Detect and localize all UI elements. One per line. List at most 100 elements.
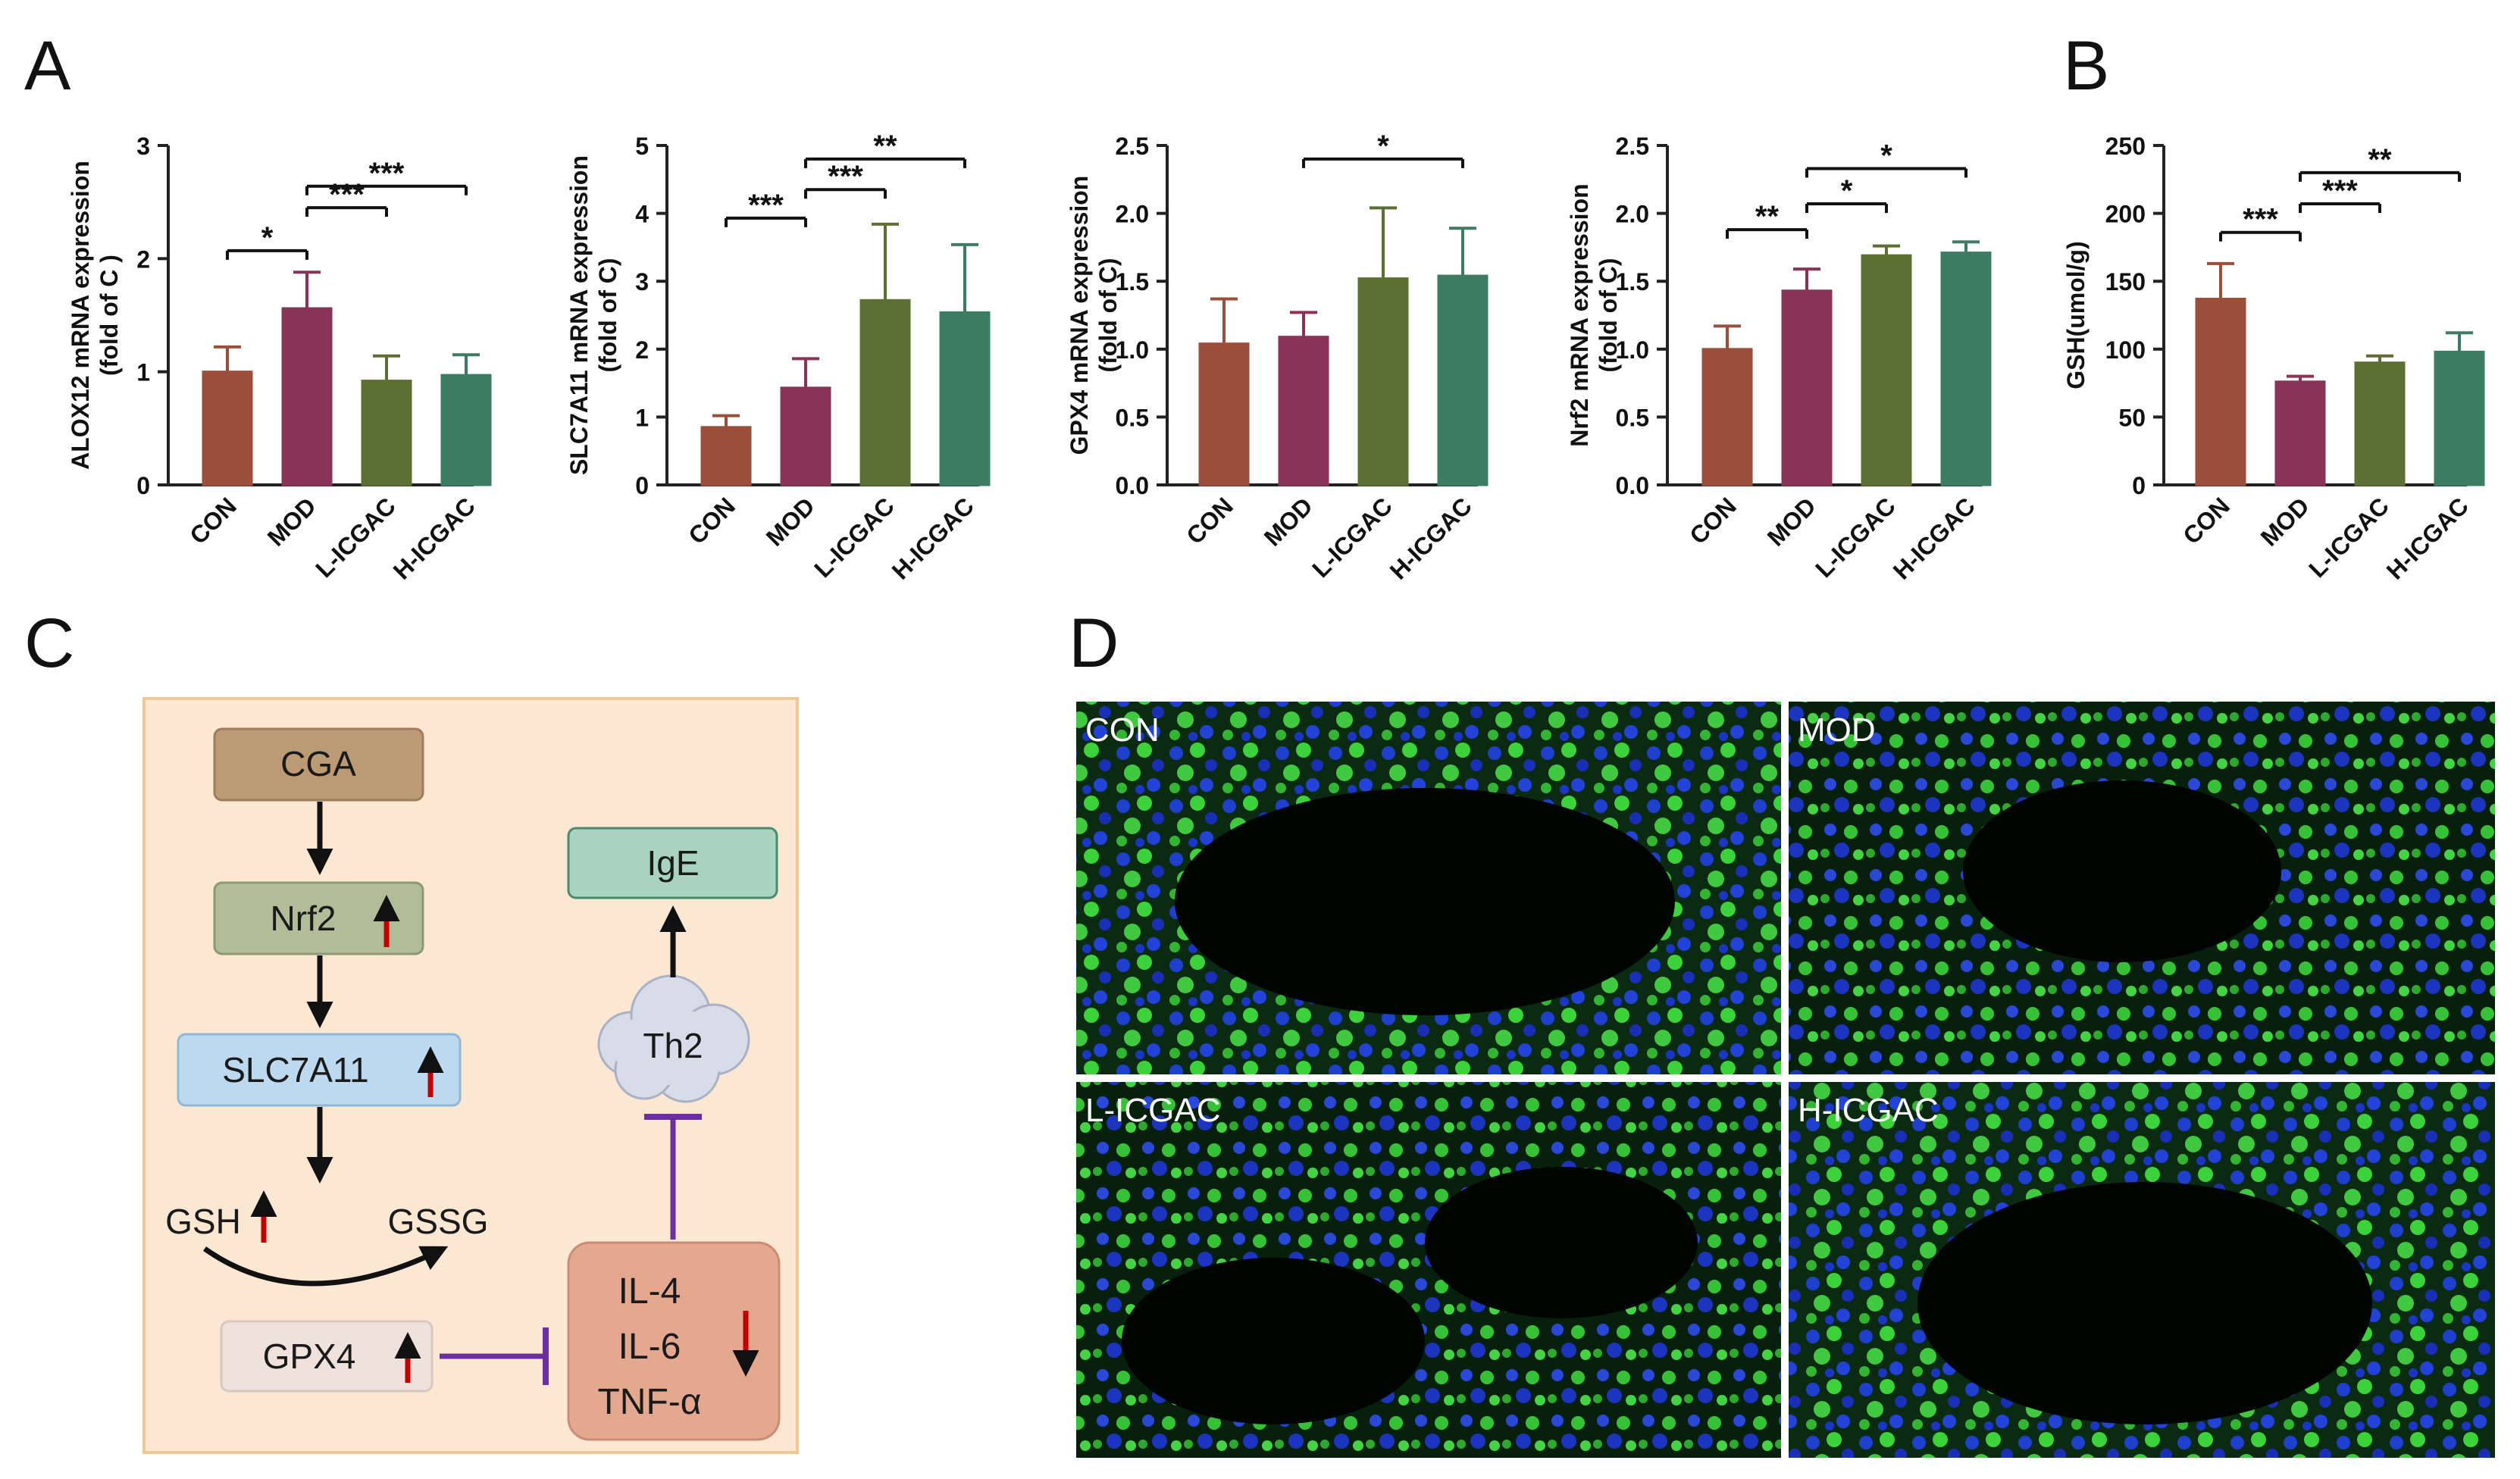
y-tick-label: 1.0 [1616,336,1649,364]
micrograph-l-icgac: L-ICGAC [1076,1082,1781,1458]
significance-label: ** [1755,200,1780,233]
significance-label: * [1377,130,1389,163]
bar-mod [780,386,831,486]
y-axis-label: Nrf2 mRNA expression [1566,183,1593,446]
nrf2-bar-chart: 0.0 0.5 1.0 1.5 2.0 2.5 Nrf2 mRNA expression (f… [1566,133,1992,585]
y-tick-label: 4 [635,201,649,228]
y-axis-label: GPX4 mRNA expression [1066,176,1093,455]
gpx4-node: GPX4 [220,1320,434,1393]
bar-l-icgac [1861,254,1912,486]
bar-l-icgac [2354,361,2406,486]
x-tick-label: H-ICGAC [2381,492,2474,584]
y-tick-label: 50 [2118,404,2146,431]
y-tick-label: 1.5 [1616,268,1649,295]
bar-con [1198,342,1250,486]
x-tick-label: L-ICGAC [310,492,401,583]
x-tick-label: MOD [262,492,321,551]
y-tick-label: 1.0 [1116,336,1149,364]
x-tick-label: L-ICGAC [2303,492,2394,583]
micrograph-mod: MOD [1789,702,2495,1074]
x-tick-label: H-ICGAC [887,492,979,584]
x-tick-label: MOD [2255,492,2315,551]
y-tick-label: 250 [2105,133,2146,160]
cytokine-il6: IL-6 [618,1327,681,1367]
th2-cloud: Th2 [597,974,750,1103]
cytokines-node: IL-4 IL-6 TNF-α [567,1241,781,1441]
th2-label: Th2 [643,1026,703,1065]
micrograph-grid: CON MOD L-ICGAC H-ICGAC [1076,702,2495,1458]
x-tick-label: H-ICGAC [1888,492,1980,584]
y-tick-label: 200 [2105,201,2146,228]
y-axis-label: ALOX12 mRNA expression [67,161,94,470]
y-tick-label: 0.5 [1116,404,1149,431]
significance-label: * [261,221,274,255]
gsh-bar-chart: 0 50 100 150 200 250 GSH(umol/g) CON MODL-ICGACH… [2062,133,2485,585]
micrograph-label-con: CON [1085,711,1160,749]
x-tick-label: CON [184,492,242,549]
significance-label: *** [748,189,784,222]
y-axis-label: GSH(umol/g) [2062,241,2090,389]
gpx4-bar-chart: 0.0 0.5 1.0 1.5 2.0 2.5 GPX4 mRNA expression (f… [1066,130,1489,585]
y-tick-label: 1 [136,359,150,386]
x-tick-label: H-ICGAC [1385,492,1477,584]
bar-h-icgac [1437,274,1489,486]
cga-node: CGA [213,727,424,802]
significance-label: *** [2243,203,2278,236]
y-tick-label: 0 [2132,472,2146,499]
gpx4-label: GPX4 [263,1337,356,1376]
y-tick-label: 2.5 [1116,133,1149,160]
slc7a11-node: SLC7A11 [177,1033,462,1107]
y-tick-label: 1.5 [1116,268,1149,295]
micrograph-label-h-icgac: H-ICGAC [1798,1092,1939,1129]
significance-label: *** [828,160,863,193]
y-tick-label: 2.5 [1616,133,1649,160]
y-tick-label: 100 [2105,336,2146,364]
y-tick-label: 2.0 [1616,201,1649,228]
bar-l-icgac [1357,277,1409,486]
x-tick-label: L-ICGAC [809,492,900,583]
slc7a11-label: SLC7A11 [222,1050,369,1090]
cytokine-tnf: TNF-α [597,1382,701,1422]
bar-mod [281,307,333,486]
bar-h-icgac [2434,350,2485,486]
bar-h-icgac [440,374,492,486]
x-tick-label: H-ICGAC [388,492,481,584]
y-tick-label: 0.0 [1116,472,1149,499]
y-axis-label-units: (fold of C) [1595,258,1622,372]
nrf2-label: Nrf2 [271,899,337,938]
y-tick-label: 5 [635,133,649,160]
significance-label: *** [369,157,405,190]
x-tick-label: MOD [761,492,820,551]
ige-node: IgE [567,827,778,899]
bar-h-icgac [1940,252,1992,486]
micrograph-label-l-icgac: L-ICGAC [1085,1092,1220,1129]
y-tick-label: 3 [635,268,649,295]
y-tick-label: 2 [635,336,649,364]
y-tick-label: 2.0 [1116,201,1149,228]
panel-label-c: C [24,605,74,682]
bar-mod [2274,380,2326,486]
y-tick-label: 2 [136,245,150,273]
panel-label-d: D [1069,605,1119,682]
y-axis-label: SLC7A11 mRNA expression [565,155,593,475]
x-tick-label: MOD [1259,492,1318,551]
y-tick-label: 0.0 [1616,472,1649,499]
y-tick-label: 0 [635,472,649,499]
bar-h-icgac [939,311,991,486]
x-tick-label: L-ICGAC [1307,492,1398,583]
alox12-bar-chart: 0 1 2 3 ALOX12 mRNA expression (fold of C ) CO… [67,133,492,585]
panel-label-a: A [24,27,71,105]
y-tick-label: 1 [635,404,649,431]
micrograph-con: CON [1076,702,1781,1074]
bar-l-icgac [361,380,412,486]
bar-con [2195,297,2246,486]
x-tick-label: CON [1181,492,1238,549]
y-tick-label: 0.5 [1616,404,1649,431]
x-tick-label: CON [683,492,740,549]
x-tick-label: L-ICGAC [1810,492,1901,583]
mechanism-diagram: CGA Nrf2 SLC7A11 GSH GSSG GPX4 IL-4 [142,697,799,1454]
gssg-label: GSSG [388,1202,489,1241]
micrograph-label-mod: MOD [1798,711,1876,749]
x-tick-label: CON [2177,492,2235,549]
